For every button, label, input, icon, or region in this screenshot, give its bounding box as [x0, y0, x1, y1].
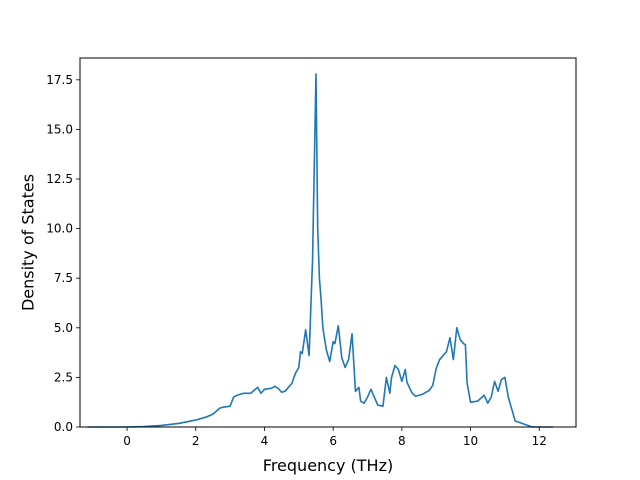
y-tick-label: 17.5 [46, 73, 73, 87]
x-axis-label: Frequency (THz) [263, 456, 393, 475]
axes-frame [79, 57, 577, 428]
x-tick-label: 2 [192, 434, 200, 448]
y-axis-label: Density of States [19, 174, 38, 311]
x-tick-label: 10 [463, 434, 478, 448]
x-tick-label: 8 [398, 434, 406, 448]
dos-series-line [87, 73, 553, 428]
y-tick-label: 15.0 [46, 122, 73, 136]
x-tick-label: 6 [329, 434, 337, 448]
y-axis-ticks: 0.0 2.5 5.0 7.5 10.0 12.5 15.0 17.5 [46, 73, 80, 434]
y-tick-label: 12.5 [46, 172, 73, 186]
x-tick-label: 12 [532, 434, 547, 448]
y-tick-label: 2.5 [54, 370, 73, 384]
y-tick-label: 10.0 [46, 222, 73, 236]
x-tick-label: 0 [123, 434, 131, 448]
y-tick-label: 5.0 [54, 321, 73, 335]
y-tick-label: 7.5 [54, 271, 73, 285]
y-tick-label: 0.0 [54, 420, 73, 434]
x-axis-ticks: 0 2 4 6 8 10 12 [123, 427, 547, 448]
x-tick-label: 4 [261, 434, 269, 448]
plot-area [87, 73, 553, 428]
